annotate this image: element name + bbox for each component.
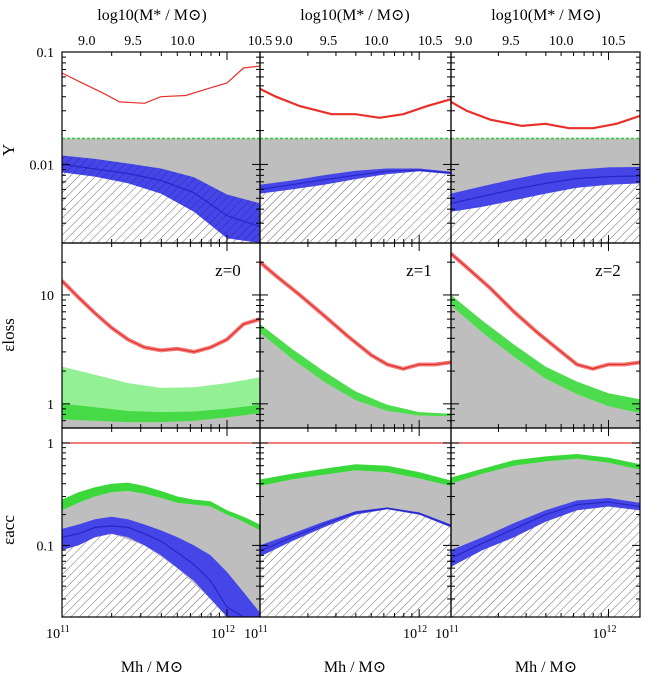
hatched-region-r3c3 [451,506,640,617]
x-tick-label-base: 10 [403,627,417,642]
x-tick-label-exponent: 12 [225,624,235,635]
y-tick-label-row1-0: 0.1 [37,46,55,61]
panel-r2c1 [62,279,260,428]
x-tick-label-base: 10 [593,627,607,642]
panel-r2c3 [451,252,640,428]
green-band-r2c1 [62,366,260,423]
top-tick-label-col1-3: 10.5 [248,34,273,49]
x-tick-label-base: 10 [435,627,449,642]
blue-median-line-r1c3 [451,175,640,204]
red-line-r2c1 [62,280,260,353]
x-tick-label-col3-1: 1012 [593,624,617,642]
x-tick-label-base: 10 [46,627,60,642]
top-tick-label-col2-2: 10.0 [364,34,389,49]
green-band-r3c1 [62,482,260,531]
hatched-region-r1c1 [62,172,260,243]
top-tick-label-col1-2: 10.0 [170,34,195,49]
y-tick-label-row2-1: 1 [47,398,54,413]
x-tick-label-col1-0: 1011 [46,624,70,642]
x-tick-label-col2-0: 1011 [244,624,268,642]
x-tick-label-col1-1: 1012 [211,624,235,642]
blue-median-line-r1c2 [260,169,451,190]
x-tick-label-exponent: 11 [60,624,70,635]
top-tick-label-col3-2: 10.0 [549,34,574,49]
green-band-r3c2 [260,464,451,486]
blue-median-line-r1c1 [62,163,260,228]
row-label-eps-loss: εloss [0,318,18,352]
redshift-label-r2c3: z=2 [595,261,621,280]
top-tick-label-col2-0: 9.0 [275,34,293,49]
bottom-axis-label-col1: Mh / M⊙ [121,659,183,676]
y-tick-label-row3-1: 0.1 [37,539,55,554]
top-tick-label-col1-1: 9.5 [124,34,142,49]
blue-band-r1c1 [62,155,260,243]
blue-band-r3c3 [451,498,640,567]
red-line-r2c3 [451,253,640,370]
x-tick-label-base: 10 [211,627,225,642]
panel-r1c3 [451,100,640,243]
top-axis-label-col1: log10(M* / M⊙) [97,7,206,24]
red-line-r1c2 [260,87,451,119]
blue-band-r3c1 [62,516,260,617]
x-tick-label-col2-1: 1012 [403,624,427,642]
blue-median-line-r3c3 [451,501,640,559]
top-tick-label-col1-0: 9.0 [78,34,96,49]
top-tick-label-col3-0: 9.0 [455,34,473,49]
green-band-r2c2 [260,324,451,417]
top-axis-label-col3: log10(M* / M⊙) [491,7,600,24]
panel-r3c2 [260,442,451,617]
top-tick-label-col2-3: 10.5 [418,34,443,49]
blue-median-line-r3c1 [62,525,260,617]
green-band-r3c3 [451,454,640,484]
x-tick-label-exponent: 12 [417,624,427,635]
red-line-r1c1 [62,65,260,104]
panel-r3c1 [62,442,260,617]
red-line-r1c3 [451,100,640,130]
gray-region-r2c2 [260,332,451,428]
hatched-region-r1c3 [451,183,640,243]
y-tick-label-row3-0: 1 [47,437,54,452]
y-tick-label-row1-1: 0.01 [30,158,55,173]
hatched-region-r1c2 [260,171,451,243]
hatched-region-r3c2 [260,509,451,617]
hatched-region-r3c1 [62,533,260,617]
top-tick-label-col3-3: 10.5 [601,34,626,49]
red-line-r2c2 [260,261,451,370]
panel-r3c3 [451,442,640,617]
redshift-label-r2c1: z=0 [215,261,241,280]
redshift-label-r2c2: z=1 [406,261,432,280]
x-tick-label-exponent: 11 [258,624,268,635]
top-tick-label-col2-1: 9.5 [320,34,338,49]
gray-region-r2c3 [451,305,640,428]
row-label-eps-acc: εacc [0,515,18,545]
panel-r2c2 [260,260,451,428]
panel-r1c2 [260,87,451,243]
x-tick-label-base: 10 [244,627,258,642]
panel-r1c1 [62,65,260,243]
panel-grid [62,65,640,617]
bottom-axis-label-col3: Mh / M⊙ [515,659,577,676]
red-band-r2c1 [62,279,260,354]
row-label-y: Y [0,144,18,156]
y-tick-label-row2-0: 10 [40,289,54,304]
blue-band-r3c2 [260,507,451,557]
x-tick-label-exponent: 12 [607,624,617,635]
x-tick-label-col3-0: 1011 [435,624,459,642]
bottom-axis-label-col2: Mh / M⊙ [324,659,386,676]
blue-median-line-r3c2 [260,507,451,552]
x-tick-label-exponent: 11 [449,624,459,635]
top-tick-label-col3-1: 9.5 [502,34,520,49]
green-inner-band-r2c1 [62,403,260,423]
top-axis-label-col2: log10(M* / M⊙) [300,7,409,24]
green-band-r2c3 [451,295,640,414]
